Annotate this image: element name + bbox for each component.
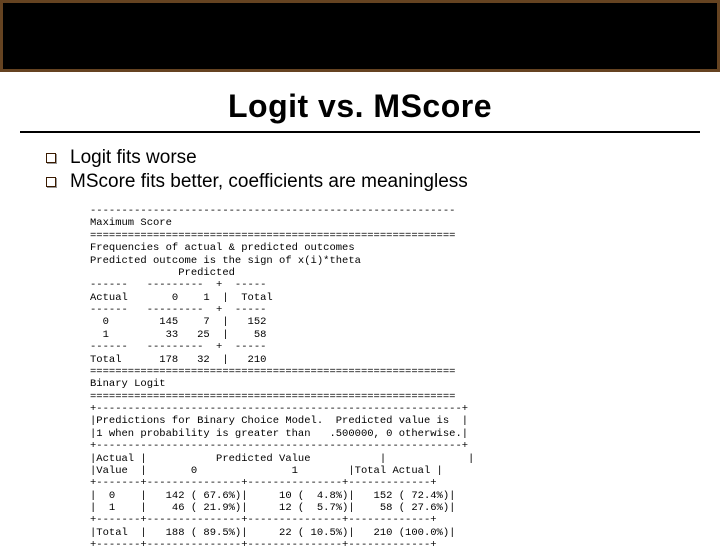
bullet-item: MScore fits better, coefficients are mea… [46,171,720,193]
bullet-text: MScore fits better, coefficients are mea… [70,171,468,193]
square-bullet-icon [46,153,56,163]
bullet-list: Logit fits worse MScore fits better, coe… [0,147,720,193]
bullet-item: Logit fits worse [46,147,720,169]
title-wrap: Logit vs. MScore [0,84,720,127]
square-bullet-icon [46,177,56,187]
slide-title: Logit vs. MScore [0,88,720,125]
bullet-text: Logit fits worse [70,147,197,169]
title-underline [20,131,700,133]
stats-output: ----------------------------------------… [90,205,720,552]
slide-root: Logit vs. MScore Logit fits worse MScore… [0,0,720,540]
top-bar [0,0,720,72]
